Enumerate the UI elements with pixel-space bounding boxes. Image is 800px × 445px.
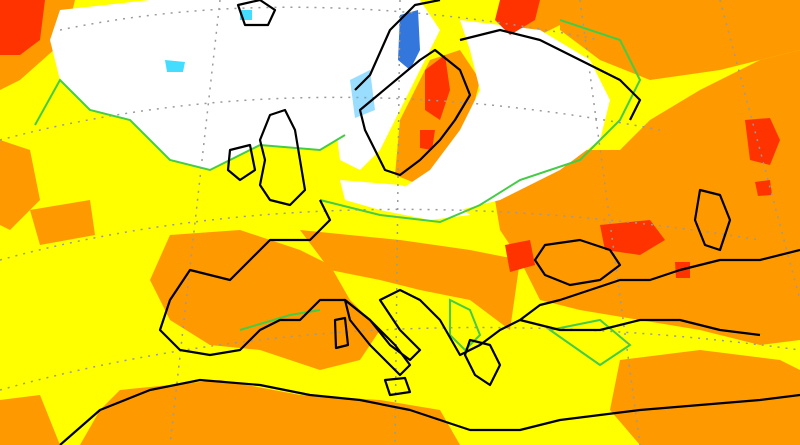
- coast-scandinavia: [354, 0, 472, 177]
- contour-white-boundary: [34, 78, 346, 172]
- coast-turkey: [519, 318, 761, 337]
- coast-ireland: [226, 143, 257, 182]
- blue-anomaly-layer: [165, 10, 420, 118]
- coast-sardinia: [333, 316, 350, 350]
- red-caspian: [505, 240, 535, 272]
- red-kola: [495, 0, 540, 35]
- blue-norway-coast: [398, 10, 420, 70]
- contour-iberia: [239, 309, 321, 331]
- orange-lower-left: [0, 395, 60, 445]
- orange-iberia-france: [150, 230, 380, 370]
- orange-west-atlantic-2: [30, 200, 95, 245]
- orange-eastern-europe: [490, 50, 800, 345]
- graticule-meridian-3: [579, 0, 641, 445]
- orange-west-atlantic: [0, 140, 40, 230]
- red-finland: [425, 55, 450, 120]
- coast-black-sea: [533, 238, 622, 287]
- red-russia-spot: [745, 118, 780, 165]
- lightblue-greenland-spot: [165, 60, 185, 72]
- coast-aegean-greece: [463, 338, 502, 387]
- graticule-line-2: [0, 96, 661, 141]
- red-anomaly-layer: [0, 0, 780, 278]
- coast-caspian: [693, 188, 732, 252]
- graticule-line-1: [59, 6, 601, 41]
- contour-aegean: [547, 318, 632, 367]
- contour-lines: [34, 19, 642, 367]
- coast-iceland: [236, 0, 277, 27]
- coast-russia-coast-north: [459, 28, 642, 121]
- contour-italy: [449, 298, 482, 352]
- white-greenland-sea: [50, 0, 360, 170]
- red-ukraine: [600, 220, 665, 255]
- red-russia-spot-2: [755, 180, 772, 196]
- white-anomaly-layer: [50, 0, 610, 220]
- red-baltic-small: [420, 130, 435, 150]
- coast-north-africa: [59, 378, 800, 445]
- coast-great-britain: [258, 108, 307, 207]
- orange-north-africa: [80, 380, 460, 445]
- red-northwest-corner: [0, 0, 45, 55]
- orange-mideast: [610, 350, 800, 445]
- coast-sicily: [383, 376, 412, 397]
- coast-continent: [158, 199, 800, 362]
- coast-italy: [343, 298, 412, 377]
- coastlines: [59, 0, 800, 445]
- orange-russia-north: [560, 0, 800, 80]
- orange-central-europe: [300, 230, 520, 330]
- lightblue-norway-coast: [350, 70, 375, 118]
- white-russia: [400, 20, 610, 210]
- contour-russia-boundary: [319, 19, 642, 224]
